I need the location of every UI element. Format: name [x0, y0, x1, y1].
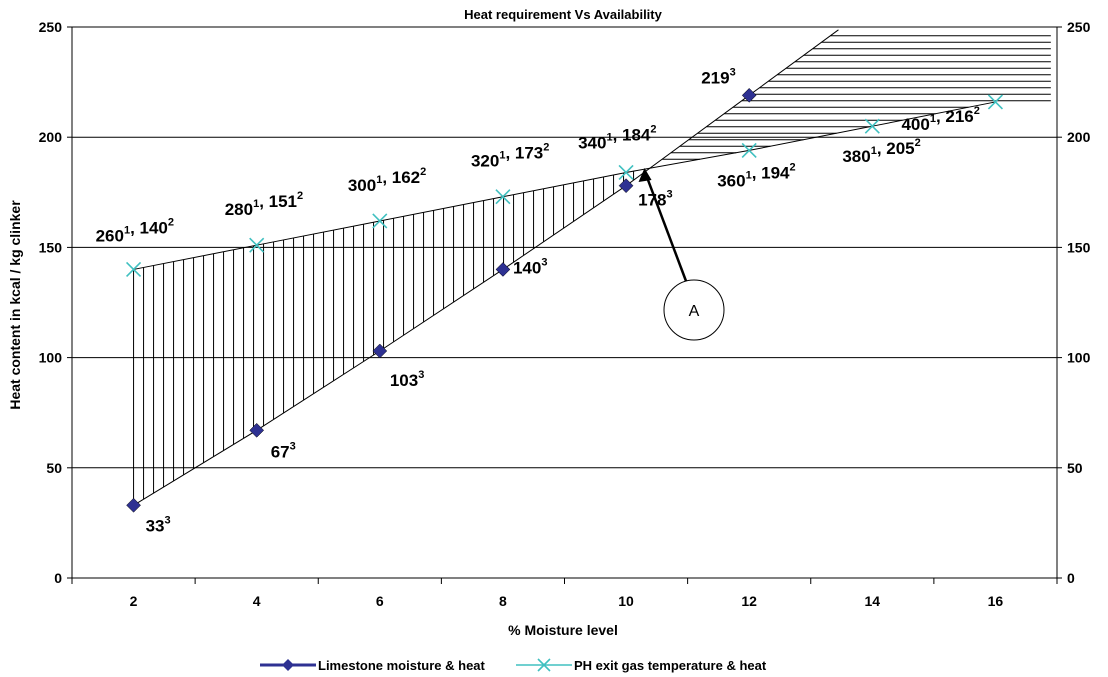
ph-exit-label: 3001, 1622 — [348, 166, 426, 195]
limestone-point — [741, 87, 757, 103]
legend: Limestone moisture & heat PH exit gas tem… — [260, 658, 767, 673]
hatch-region — [133, 29, 1051, 506]
ph-exit-point — [372, 213, 388, 229]
ph-exit-point — [125, 261, 142, 278]
ph-exit-label: 4001, 2162 — [901, 105, 979, 134]
legend-marker-ph-exit — [537, 658, 551, 672]
y-tick-label: 200 — [39, 129, 63, 145]
x-tick-label: 10 — [618, 593, 634, 609]
ph-exit-label: 3401, 1842 — [578, 123, 656, 152]
y-tick-label: 0 — [54, 570, 62, 586]
annotation-label: A — [689, 303, 700, 320]
annotation-a: A — [638, 168, 725, 341]
y2-tick-label: 150 — [1067, 239, 1091, 255]
markers — [125, 87, 1004, 513]
x-tick-label: 12 — [741, 593, 757, 609]
data-labels: 333 673 1033 1403 1783 2193 2601, 1402 2801, 15… — [96, 66, 980, 535]
x-tick-label: 8 — [499, 593, 507, 609]
limestone-label: 1403 — [513, 256, 548, 277]
y2-tick-label: 200 — [1067, 129, 1091, 145]
y2-tick-label: 50 — [1067, 460, 1083, 476]
ph-exit-point — [249, 237, 265, 253]
ph-exit-point — [987, 94, 1004, 110]
limestone-label: 1033 — [390, 369, 425, 390]
series-line-ph-exit — [133, 101, 996, 270]
annotation-arrow — [645, 175, 688, 282]
y2-tick-label: 100 — [1067, 350, 1091, 366]
y2-tick-label: 0 — [1067, 570, 1075, 586]
gridlines — [72, 136, 1057, 469]
limestone-label: 333 — [146, 514, 171, 535]
limestone-label: 1783 — [638, 189, 673, 210]
limestone-point — [618, 178, 634, 194]
axes: 0 50 100 150 200 250 0 50 100 150 200 250 2 4 6 8 10 12 14… — [39, 19, 1091, 609]
series-lines — [133, 94, 996, 506]
trend-extension — [748, 29, 839, 96]
y-tick-label: 150 — [39, 239, 63, 255]
annotation-arrowhead — [638, 168, 652, 183]
ph-exit-point — [864, 118, 880, 134]
y-tick-label: 50 — [46, 460, 62, 476]
limestone-point — [126, 497, 141, 513]
limestone-label: 673 — [271, 440, 296, 461]
y-tick-label: 100 — [39, 350, 63, 366]
x-tick-label: 2 — [130, 593, 138, 609]
limestone-point — [249, 422, 265, 438]
ph-exit-label: 3801, 2052 — [842, 137, 920, 166]
x-tick-label: 14 — [865, 593, 881, 609]
ph-exit-label: 2801, 1512 — [225, 190, 303, 219]
x-tick-label: 6 — [376, 593, 384, 609]
legend-marker-limestone — [282, 659, 294, 671]
ph-exit-label: 2601, 1402 — [96, 216, 174, 245]
ph-exit-point — [495, 189, 511, 205]
y-tick-label: 250 — [39, 19, 63, 35]
limestone-label: 2193 — [701, 66, 736, 87]
ph-exit-label: 3201, 1732 — [471, 142, 549, 171]
chart-title: Heat requirement Vs Availability — [464, 7, 662, 22]
y-axis-label: Heat content in kcal / kg clinker — [7, 200, 23, 410]
legend-label-limestone: Limestone moisture & heat — [318, 658, 486, 673]
annotation-circle — [663, 279, 725, 341]
ph-exit-label: 3601, 1942 — [717, 161, 795, 190]
ph-exit-point — [741, 142, 757, 158]
legend-label-ph-exit: PH exit gas temperature & heat — [574, 658, 767, 673]
ph-exit-point — [618, 164, 634, 181]
y2-tick-label: 250 — [1067, 19, 1091, 35]
x-axis-label: % Moisture level — [508, 622, 618, 638]
limestone-point — [372, 343, 388, 359]
series-line-limestone — [133, 94, 750, 506]
x-tick-label: 16 — [988, 593, 1004, 609]
limestone-point — [495, 262, 511, 277]
plot-area — [71, 26, 1058, 579]
x-tick-label: 4 — [253, 593, 261, 609]
